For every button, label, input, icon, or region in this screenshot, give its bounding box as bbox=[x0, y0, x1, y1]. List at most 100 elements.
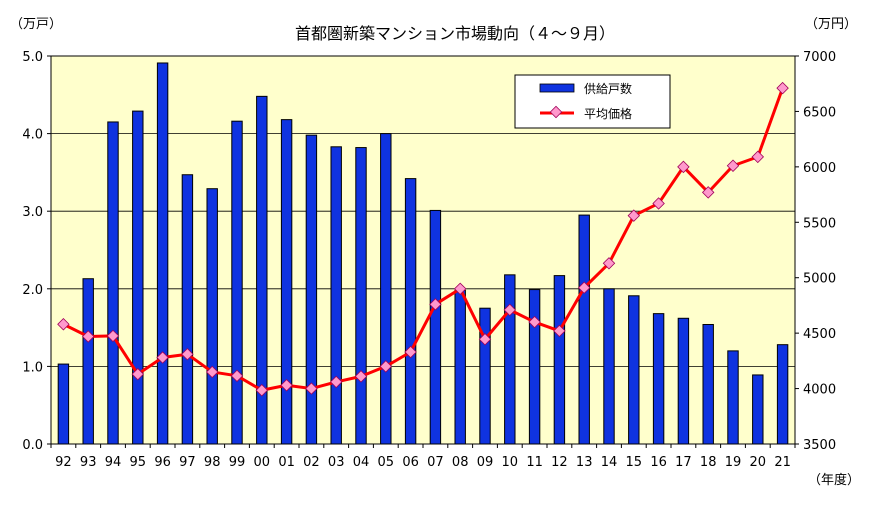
price-marker bbox=[354, 370, 368, 383]
x-tick-label: 92 bbox=[55, 455, 72, 470]
x-tick-label: 94 bbox=[105, 455, 122, 470]
x-tick-label: 12 bbox=[551, 455, 568, 470]
bar-supply bbox=[305, 134, 318, 445]
bar-supply bbox=[454, 289, 466, 445]
bar-supply bbox=[404, 178, 417, 445]
chart-title: 首都圏新築マンション市場動向（４～９月） bbox=[295, 24, 615, 43]
x-tick-label: 10 bbox=[502, 455, 519, 470]
x-tick-label: 02 bbox=[303, 455, 320, 470]
x-tick-label: 93 bbox=[80, 455, 97, 470]
left-tick-label: 5.0 bbox=[22, 50, 43, 65]
right-tick-label: 6000 bbox=[803, 161, 836, 176]
price-marker bbox=[131, 367, 145, 381]
bar-supply bbox=[82, 278, 94, 445]
x-tick-label: 20 bbox=[750, 455, 767, 470]
price-marker bbox=[181, 347, 194, 361]
x-tick-label: 05 bbox=[378, 455, 395, 470]
x-tick-label: 14 bbox=[601, 455, 618, 470]
legend-box bbox=[514, 74, 671, 129]
legend-marker-swatch bbox=[549, 105, 563, 119]
price-marker bbox=[205, 365, 219, 379]
left-tick-label: 4.0 bbox=[22, 128, 43, 143]
bar-supply bbox=[256, 95, 268, 445]
bar-supply bbox=[776, 344, 789, 445]
price-marker bbox=[429, 298, 442, 311]
x-tick-label: 07 bbox=[427, 455, 444, 470]
bar-supply bbox=[107, 121, 119, 445]
price-marker bbox=[305, 382, 318, 395]
legend-label-supply: 供給戸数 bbox=[584, 81, 632, 96]
right-tick-label: 5500 bbox=[803, 216, 836, 231]
left-axis-unit: （万戸） bbox=[10, 17, 62, 32]
x-tick-label: 99 bbox=[229, 455, 246, 470]
left-tick-label: 0.0 bbox=[22, 438, 43, 453]
bar-supply bbox=[652, 313, 665, 445]
price-marker bbox=[602, 257, 616, 270]
price-marker bbox=[726, 159, 740, 172]
legend: 供給戸数 平均価格 bbox=[514, 74, 671, 129]
bar-supply bbox=[181, 174, 194, 445]
bar-supply bbox=[578, 214, 590, 445]
bar-supply bbox=[380, 133, 392, 445]
x-tick-label: 04 bbox=[353, 455, 370, 470]
right-tick-label: 4500 bbox=[803, 327, 836, 342]
price-marker bbox=[230, 369, 244, 383]
bar-supply bbox=[752, 374, 764, 445]
price-marker bbox=[528, 315, 541, 329]
price-marker bbox=[255, 384, 269, 397]
price-marker bbox=[280, 379, 293, 392]
x-tick-label: 98 bbox=[204, 455, 221, 470]
bar-supply bbox=[57, 363, 70, 445]
legend-label-price: 平均価格 bbox=[584, 106, 632, 121]
x-tick-label: 17 bbox=[675, 455, 692, 470]
legend-bar-swatch bbox=[539, 83, 575, 93]
price-marker bbox=[677, 160, 690, 174]
x-tick-label: 00 bbox=[254, 455, 271, 470]
x-tick-label: 13 bbox=[576, 455, 593, 470]
price-marker bbox=[701, 186, 715, 199]
bar-supply bbox=[603, 288, 615, 445]
price-marker bbox=[81, 330, 95, 343]
right-tick-label: 7000 bbox=[803, 50, 836, 65]
price-marker bbox=[106, 329, 120, 343]
left-axis: 0.0 1.0 2.0 3.0 4.0 5.0 bbox=[22, 50, 51, 453]
price-marker bbox=[57, 318, 70, 331]
price-marker bbox=[553, 324, 566, 338]
price-marker bbox=[577, 281, 591, 294]
price-marker bbox=[478, 333, 492, 346]
x-tick-label: 21 bbox=[774, 455, 791, 470]
bar-supply bbox=[702, 323, 714, 445]
bar-supply bbox=[553, 275, 566, 445]
plot-area bbox=[50, 55, 796, 445]
right-tick-label: 4000 bbox=[803, 383, 836, 398]
left-tick-label: 2.0 bbox=[22, 283, 43, 298]
bar-supply bbox=[156, 62, 169, 445]
x-tick-label: 15 bbox=[626, 455, 643, 470]
price-marker bbox=[453, 282, 467, 296]
price-marker bbox=[627, 209, 641, 222]
bar-supply bbox=[132, 110, 144, 445]
x-tick-label: 11 bbox=[526, 455, 543, 470]
bar-supply bbox=[355, 147, 367, 445]
left-tick-label: 1.0 bbox=[22, 360, 43, 375]
price-marker bbox=[776, 81, 789, 95]
x-tick-label: 95 bbox=[130, 455, 147, 470]
bar-supply bbox=[504, 274, 516, 445]
x-axis: 92 93 94 95 96 97 98 99 00 01 02 03 04 05 06 07 08 09 10 11… bbox=[50, 444, 796, 470]
price-marker bbox=[751, 150, 765, 164]
right-tick-label: 6500 bbox=[803, 105, 836, 120]
price-marker bbox=[156, 351, 169, 364]
bar-supply bbox=[677, 317, 690, 445]
bar-supply bbox=[231, 120, 243, 445]
price-marker bbox=[652, 197, 665, 210]
x-tick-label: 01 bbox=[278, 455, 295, 470]
right-axis: 3500 4000 4500 5000 5500 6000 6500 7000 bbox=[795, 50, 836, 453]
bar-supply bbox=[479, 307, 491, 445]
x-tick-label: 03 bbox=[328, 455, 345, 470]
bar-series bbox=[57, 62, 789, 445]
bar-supply bbox=[429, 209, 442, 445]
bar-supply bbox=[330, 146, 342, 445]
price-marker bbox=[404, 345, 417, 359]
